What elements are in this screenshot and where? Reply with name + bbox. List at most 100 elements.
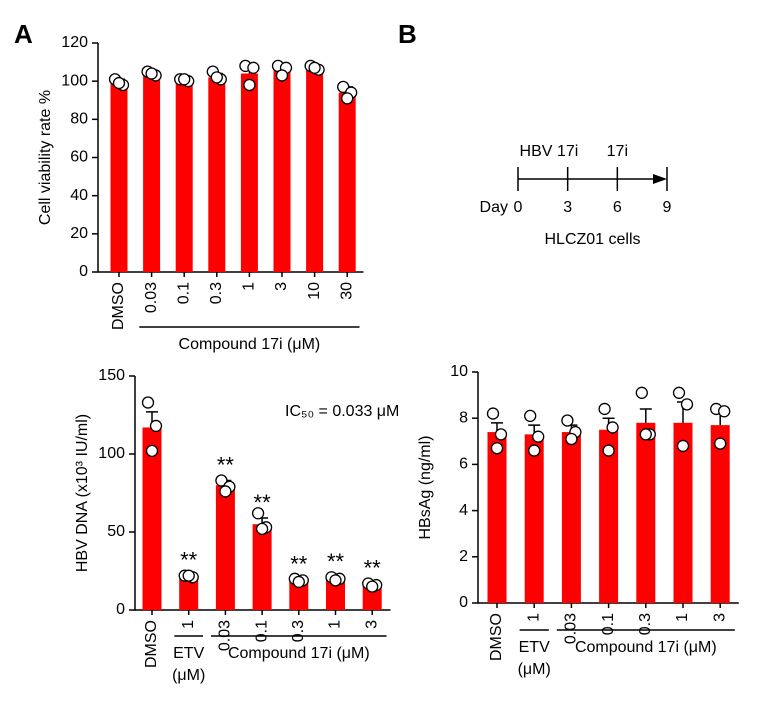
data-point <box>486 407 500 420</box>
data-point <box>149 419 163 433</box>
x-tick-label: 0.1 <box>175 282 192 304</box>
group-label: Compound 17i (μM) <box>228 645 370 662</box>
data-point <box>561 414 574 427</box>
bar <box>143 75 161 272</box>
y-tick-label: 6 <box>459 456 468 473</box>
bar <box>289 581 309 610</box>
x-tick-label: 3 <box>363 620 380 629</box>
event-label: 17i <box>607 143 628 160</box>
data-point <box>275 69 289 82</box>
day-number: 0 <box>514 199 523 216</box>
x-tick-label: 1 <box>327 620 344 629</box>
bar <box>273 69 291 272</box>
y-axis-label: HBV DNA (x10³ IU/ml) <box>74 414 91 572</box>
bar <box>215 485 235 610</box>
data-point <box>255 522 269 536</box>
x-tick-label: 0.3 <box>637 613 654 635</box>
annotation: IC₅₀ = 0.033 μM <box>285 403 399 420</box>
data-point <box>366 580 379 593</box>
error-bar <box>639 408 652 423</box>
x-tick-label: 0.1 <box>253 620 270 642</box>
bar <box>110 81 128 273</box>
data-point <box>145 67 158 80</box>
event-label: HBV <box>520 143 553 160</box>
bar <box>487 432 507 603</box>
y-tick-label: 4 <box>459 502 468 519</box>
significance: ** <box>254 490 272 515</box>
x-tick-label: 0.3 <box>290 620 307 642</box>
group-label-line: ETV <box>519 639 550 656</box>
day-number: 9 <box>663 199 672 216</box>
y-tick-label: 0 <box>116 601 125 618</box>
data-point <box>524 409 537 423</box>
significance: ** <box>364 555 382 580</box>
x-tick-label: 0.03 <box>563 613 580 644</box>
group-label: Compound 17i (μM) <box>575 639 717 656</box>
data-point <box>243 78 256 92</box>
x-tick-label: 1 <box>525 613 542 622</box>
data-point <box>182 569 195 582</box>
y-tick-label: 20 <box>70 225 88 242</box>
data-point <box>210 71 223 84</box>
data-point <box>247 61 260 74</box>
bar <box>524 434 544 603</box>
bar <box>306 67 324 272</box>
data-point <box>215 474 228 487</box>
significance: ** <box>290 551 308 576</box>
y-tick-label: 8 <box>459 409 468 426</box>
y-tick-label: 40 <box>70 187 88 204</box>
data-point <box>714 437 727 450</box>
bar <box>362 585 382 610</box>
bar <box>179 577 199 610</box>
y-tick-label: 80 <box>70 111 88 128</box>
data-point <box>341 92 354 105</box>
y-tick-label: 0 <box>459 594 468 611</box>
significance: ** <box>180 547 198 572</box>
day-number: 3 <box>563 199 572 216</box>
day-label: Day <box>480 199 508 216</box>
significance: ** <box>217 452 235 477</box>
panel-label: B <box>398 19 417 49</box>
data-point <box>635 386 648 399</box>
x-tick-label: 10 <box>306 282 323 300</box>
data-point <box>490 442 504 455</box>
bar <box>175 80 193 273</box>
group-label-line: Compound 17i (μM) <box>228 645 370 662</box>
data-point <box>141 396 155 409</box>
bar <box>142 427 162 610</box>
y-tick-label: 2 <box>459 548 468 565</box>
y-tick-label: 120 <box>61 34 88 51</box>
group-label: ETV (μM) <box>518 639 551 678</box>
y-tick-label: 10 <box>450 363 468 380</box>
group-label-line: (μM) <box>518 661 551 678</box>
x-tick-label: DMSO <box>110 282 127 330</box>
x-tick-label: 0.03 <box>143 282 160 313</box>
x-tick-label: 0.1 <box>600 613 617 635</box>
x-tick-label: 3 <box>273 282 290 291</box>
y-tick-label: 60 <box>70 149 88 166</box>
bar <box>338 92 356 272</box>
bar <box>240 73 258 273</box>
bar <box>673 422 693 603</box>
data-point <box>639 428 652 441</box>
y-axis-label: Cell viability rate % <box>37 90 54 225</box>
timeline-arrow <box>653 174 667 184</box>
axis <box>97 43 364 273</box>
bar <box>252 524 272 610</box>
data-point <box>606 421 619 434</box>
x-tick-label: 1 <box>674 613 691 622</box>
event-label: 17i <box>557 143 578 160</box>
group-label-line: (μM) <box>172 667 205 684</box>
bar <box>208 77 226 272</box>
data-point <box>251 507 265 520</box>
y-tick-label: 100 <box>61 72 88 89</box>
timeline-caption: HLCZ01 cells <box>544 231 640 248</box>
group-label: Compound 17i (μM) <box>179 336 321 353</box>
y-tick-label: 50 <box>107 523 125 540</box>
significance: ** <box>327 549 345 574</box>
x-tick-label: 0.3 <box>208 282 225 304</box>
x-tick-label: 1 <box>180 620 197 629</box>
data-point <box>672 386 686 399</box>
group-label-line: Compound 17i (μM) <box>179 336 321 353</box>
